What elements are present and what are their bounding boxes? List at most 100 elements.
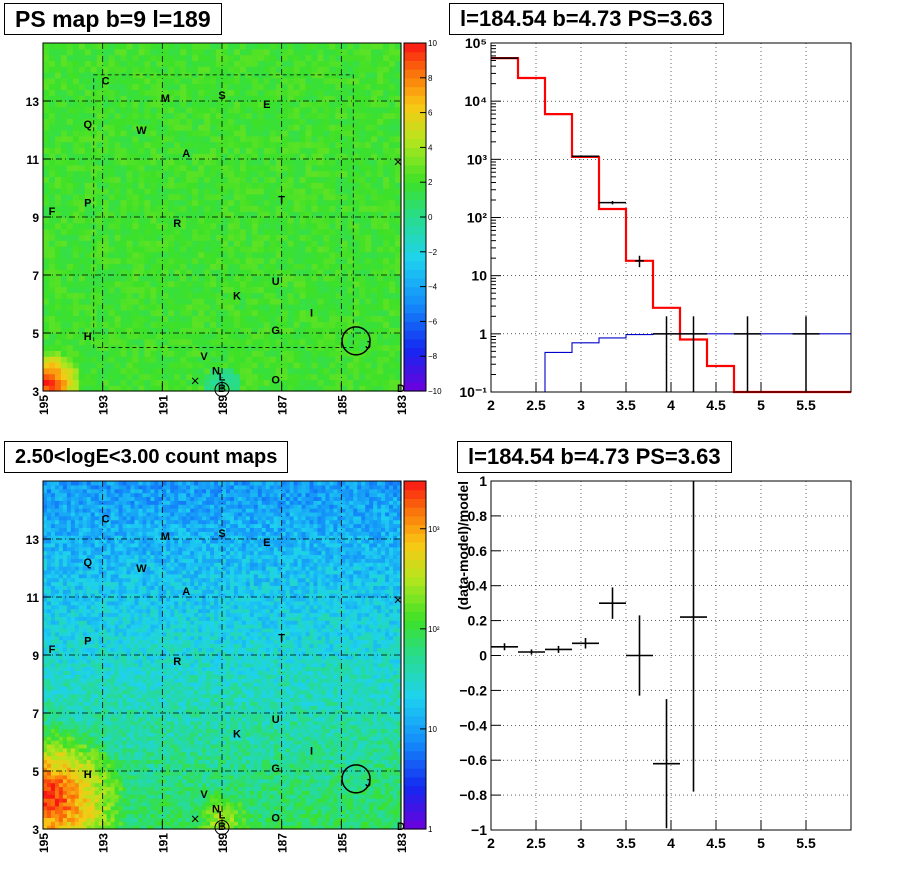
map-cell bbox=[82, 515, 88, 521]
map-cell bbox=[227, 106, 235, 114]
map-cell bbox=[54, 182, 62, 189]
map-cell bbox=[72, 141, 80, 148]
map-cell bbox=[341, 217, 348, 224]
map-cell bbox=[204, 176, 211, 183]
map-cell bbox=[180, 327, 187, 334]
map-cell bbox=[281, 77, 289, 85]
map-cell bbox=[84, 164, 92, 172]
map-cell bbox=[60, 246, 68, 253]
map-cell bbox=[323, 298, 330, 305]
map-cell bbox=[317, 333, 325, 340]
map-cell bbox=[365, 153, 372, 160]
map-cell bbox=[78, 263, 86, 270]
map-cell bbox=[62, 794, 68, 799]
map-cell bbox=[86, 732, 92, 737]
map-cell bbox=[78, 562, 84, 567]
map-cell bbox=[62, 511, 68, 517]
map-cell bbox=[353, 106, 360, 114]
map-cell bbox=[46, 624, 52, 629]
map-cell bbox=[227, 193, 235, 201]
map-cell bbox=[66, 600, 72, 606]
map-cell bbox=[74, 821, 80, 826]
map-cell bbox=[78, 581, 84, 586]
map-cell bbox=[287, 234, 295, 241]
map-cell bbox=[263, 48, 271, 56]
map-cell bbox=[43, 751, 48, 757]
map-cell bbox=[62, 732, 68, 737]
map-cell bbox=[227, 118, 235, 125]
map-cell bbox=[216, 367, 223, 375]
map-cell bbox=[311, 315, 319, 322]
map-cell bbox=[377, 251, 384, 259]
map-cell bbox=[132, 95, 140, 102]
map-cell bbox=[62, 720, 68, 726]
map-cell bbox=[311, 321, 319, 328]
map-cell bbox=[263, 77, 271, 85]
map-cell bbox=[82, 643, 88, 648]
map-cell bbox=[257, 83, 265, 90]
map-cell bbox=[46, 809, 52, 815]
map-cell bbox=[371, 251, 378, 259]
map-cell bbox=[162, 286, 169, 293]
map-cell bbox=[78, 747, 84, 753]
map-cell bbox=[210, 66, 217, 73]
map-cell bbox=[43, 620, 48, 625]
map-cell bbox=[204, 292, 211, 299]
map-cell bbox=[168, 159, 175, 166]
map-cell bbox=[54, 159, 62, 166]
map-cell bbox=[108, 234, 116, 241]
map-cell bbox=[323, 228, 330, 235]
map-cell bbox=[156, 153, 163, 160]
map-cell bbox=[257, 89, 265, 96]
map-cell bbox=[58, 515, 64, 521]
map-cell bbox=[174, 141, 181, 148]
map-cell bbox=[389, 135, 396, 143]
map-cell bbox=[60, 385, 68, 392]
map-cell bbox=[287, 373, 295, 380]
map-cell bbox=[162, 124, 169, 131]
map-cell bbox=[186, 333, 193, 340]
map-cell bbox=[82, 562, 88, 567]
map-cell bbox=[66, 616, 72, 621]
map-cell bbox=[74, 550, 80, 556]
colorbar-segment bbox=[404, 190, 426, 201]
map-cell bbox=[96, 309, 104, 317]
map-cell bbox=[138, 217, 146, 224]
map-cell bbox=[383, 66, 390, 73]
map-cell bbox=[204, 101, 211, 108]
map-cell bbox=[50, 585, 56, 590]
map-cell bbox=[70, 794, 76, 799]
map-cell bbox=[72, 280, 80, 288]
map-cell bbox=[90, 662, 96, 668]
map-cell bbox=[371, 176, 378, 183]
map-cell bbox=[156, 292, 163, 299]
map-cell bbox=[383, 338, 390, 346]
map-cell bbox=[96, 118, 104, 125]
map-cell bbox=[377, 333, 384, 340]
map-cell bbox=[54, 539, 60, 544]
map-cell bbox=[293, 246, 301, 253]
map-cell bbox=[50, 527, 56, 532]
map-cell bbox=[239, 315, 247, 322]
map-cell bbox=[359, 275, 366, 282]
map-cell bbox=[347, 280, 354, 288]
map-cell bbox=[222, 77, 229, 85]
map-cell bbox=[293, 112, 301, 119]
map-cell bbox=[204, 188, 211, 195]
map-cell bbox=[365, 211, 372, 218]
map-cell bbox=[245, 101, 253, 108]
map-cell bbox=[305, 338, 313, 346]
map-cell bbox=[86, 651, 92, 656]
map-cell bbox=[269, 304, 277, 311]
map-cell bbox=[299, 234, 307, 241]
map-cell bbox=[389, 251, 396, 259]
map-cell bbox=[269, 89, 277, 96]
map-cell bbox=[132, 199, 140, 206]
map-cell bbox=[62, 759, 68, 764]
map-cell bbox=[90, 724, 96, 730]
map-cell bbox=[108, 205, 116, 212]
map-cell bbox=[43, 246, 50, 253]
map-cell bbox=[305, 292, 313, 299]
map-cell bbox=[227, 199, 235, 206]
map-cell bbox=[347, 263, 354, 270]
